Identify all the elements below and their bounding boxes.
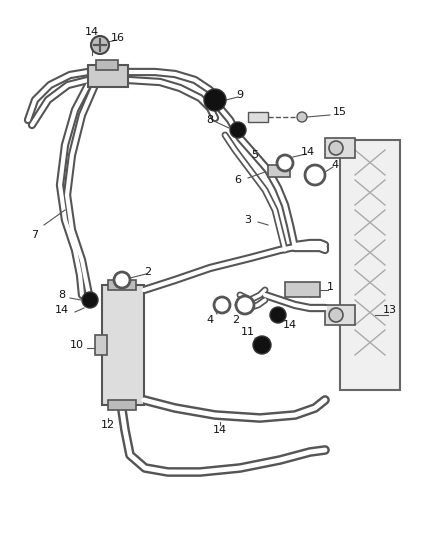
- Bar: [96, 60, 118, 70]
- Text: 2: 2: [145, 267, 152, 277]
- Text: 14: 14: [301, 147, 315, 157]
- Text: 4: 4: [206, 315, 214, 325]
- Circle shape: [204, 89, 226, 111]
- Text: 4: 4: [332, 160, 339, 170]
- Circle shape: [277, 155, 293, 171]
- Circle shape: [214, 297, 230, 313]
- Bar: [95, 335, 107, 355]
- Text: 10: 10: [70, 340, 84, 350]
- Circle shape: [230, 122, 246, 138]
- Bar: [108, 280, 136, 290]
- Bar: [325, 138, 355, 158]
- Text: 6: 6: [234, 175, 241, 185]
- Text: 9: 9: [237, 90, 244, 100]
- Bar: [325, 305, 355, 325]
- Circle shape: [114, 272, 130, 288]
- Bar: [248, 112, 268, 122]
- Text: 1: 1: [326, 282, 333, 292]
- Bar: [268, 165, 290, 177]
- Text: 7: 7: [32, 230, 39, 240]
- Bar: [88, 65, 128, 87]
- Text: 11: 11: [241, 327, 255, 337]
- Circle shape: [91, 36, 109, 54]
- Text: 3: 3: [244, 215, 251, 225]
- Text: 14: 14: [283, 320, 297, 330]
- Bar: [102, 285, 144, 405]
- Circle shape: [297, 112, 307, 122]
- Text: 13: 13: [383, 305, 397, 315]
- Bar: [340, 140, 400, 390]
- Bar: [108, 400, 136, 410]
- Text: 15: 15: [333, 107, 347, 117]
- Text: 2: 2: [233, 315, 240, 325]
- Text: 14: 14: [213, 425, 227, 435]
- Circle shape: [236, 296, 254, 314]
- Circle shape: [82, 292, 98, 308]
- Text: 14: 14: [85, 27, 99, 37]
- Text: 16: 16: [111, 33, 125, 43]
- Circle shape: [270, 307, 286, 323]
- Circle shape: [253, 336, 271, 354]
- Circle shape: [329, 141, 343, 155]
- Text: 8: 8: [206, 115, 214, 125]
- Circle shape: [329, 308, 343, 322]
- Text: 8: 8: [58, 290, 66, 300]
- Bar: [285, 282, 320, 297]
- Text: 14: 14: [55, 305, 69, 315]
- Circle shape: [305, 165, 325, 185]
- Text: 5: 5: [251, 150, 258, 160]
- Text: 12: 12: [101, 420, 115, 430]
